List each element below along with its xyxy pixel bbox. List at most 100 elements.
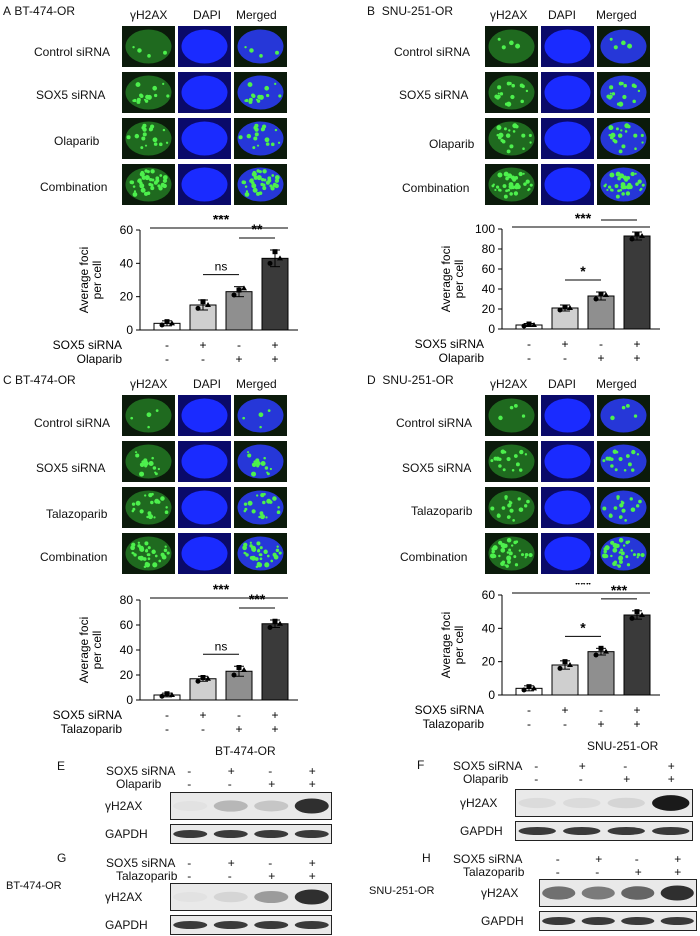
treatment-sign: + bbox=[308, 777, 316, 791]
focus-dot bbox=[523, 504, 528, 508]
focus-dot bbox=[618, 81, 623, 86]
focus-dot bbox=[256, 549, 261, 553]
merged-image bbox=[597, 26, 650, 67]
focus-dot bbox=[145, 94, 150, 100]
focus-dot bbox=[259, 557, 263, 561]
dapi-image bbox=[178, 164, 231, 205]
data-point bbox=[241, 667, 247, 672]
blot-band bbox=[254, 830, 289, 838]
focus-dot bbox=[241, 180, 246, 185]
treatment-sign: - bbox=[227, 869, 232, 883]
focus-dot bbox=[508, 548, 512, 552]
dapi-image bbox=[178, 441, 231, 482]
focus-dot bbox=[137, 48, 142, 53]
focus-dot bbox=[133, 98, 137, 103]
data-point bbox=[169, 320, 175, 326]
focus-dot bbox=[619, 559, 623, 564]
focus-dot bbox=[496, 133, 500, 137]
focus-dot bbox=[144, 144, 148, 147]
panel-letter: G bbox=[57, 851, 67, 865]
focus-dot bbox=[133, 190, 137, 193]
treatment-sign: + bbox=[271, 708, 278, 722]
nucleus bbox=[181, 29, 228, 64]
y-tick-label: 20 bbox=[482, 655, 496, 669]
focus-dot bbox=[132, 45, 135, 49]
focus-dot bbox=[139, 181, 143, 185]
data-point bbox=[639, 233, 645, 238]
focus-dot bbox=[497, 85, 502, 90]
focus-dot bbox=[140, 170, 144, 175]
bar bbox=[225, 291, 253, 331]
focus-dot bbox=[509, 40, 514, 46]
bar bbox=[587, 295, 615, 330]
y-tick-label: 100 bbox=[475, 222, 495, 236]
treatment-sign: - bbox=[563, 717, 567, 731]
nucleus bbox=[181, 536, 228, 571]
focus-dot bbox=[238, 135, 243, 140]
focus-dot bbox=[277, 506, 280, 509]
panel-letter: D bbox=[367, 373, 376, 387]
focus-dot bbox=[262, 186, 267, 191]
row-label: Control siRNA bbox=[34, 416, 111, 430]
dapi-image bbox=[541, 395, 594, 436]
row-label: Control siRNA bbox=[394, 45, 471, 59]
focus-dot bbox=[625, 541, 629, 544]
focus-dot bbox=[140, 463, 143, 467]
merged-image bbox=[234, 487, 287, 528]
focus-dot bbox=[134, 451, 138, 454]
blot-band bbox=[542, 917, 576, 925]
focus-dot bbox=[144, 541, 149, 546]
blot-frame bbox=[539, 911, 697, 931]
focus-dot bbox=[610, 415, 615, 421]
treatment-sign: + bbox=[268, 869, 276, 883]
focus-dot bbox=[625, 191, 631, 196]
treatment-sign: - bbox=[527, 717, 531, 731]
treatment-sign: - bbox=[555, 865, 560, 879]
nucleus bbox=[125, 75, 172, 110]
treatment-sign: - bbox=[165, 722, 169, 736]
significance-label: ** bbox=[252, 221, 263, 237]
focus-dot bbox=[622, 94, 627, 100]
treatment-label: Talazoparib bbox=[463, 865, 525, 879]
merged-image bbox=[234, 441, 287, 482]
focus-dot bbox=[503, 194, 508, 199]
treatment-sign: - bbox=[534, 772, 539, 786]
focus-dot bbox=[506, 551, 510, 554]
channel-label: Merged bbox=[236, 377, 277, 391]
data-point bbox=[200, 299, 206, 305]
treatment-sign: - bbox=[527, 337, 531, 351]
nucleus bbox=[125, 444, 172, 479]
focus-dot bbox=[143, 458, 148, 463]
focus-dot bbox=[496, 125, 502, 131]
row-label: Talazoparib bbox=[46, 507, 108, 521]
focus-dot bbox=[618, 456, 623, 462]
focus-dot bbox=[259, 54, 263, 58]
focus-dot bbox=[514, 563, 519, 567]
channel-label: DAPI bbox=[193, 8, 222, 22]
significance-label: *** bbox=[213, 215, 230, 227]
blot-frame bbox=[170, 824, 332, 844]
data-point bbox=[562, 304, 568, 310]
treatment-sign: - bbox=[268, 764, 273, 778]
blot-band bbox=[518, 797, 556, 809]
focus-dot bbox=[611, 189, 614, 192]
focus-dot bbox=[137, 541, 140, 544]
data-point bbox=[521, 323, 527, 329]
cell-line-label: BT-474-OR bbox=[15, 373, 76, 387]
treatment-label: Olaparib bbox=[77, 352, 123, 365]
data-point bbox=[267, 625, 273, 630]
focus-dot bbox=[245, 98, 249, 103]
nucleus bbox=[488, 29, 535, 64]
focus-dot bbox=[132, 185, 136, 188]
gapdh-blot-strip bbox=[515, 821, 693, 841]
focus-dot bbox=[524, 556, 527, 559]
focus-dot bbox=[527, 188, 530, 192]
focus-dot bbox=[144, 464, 148, 468]
focus-dot bbox=[246, 451, 250, 454]
focus-dot bbox=[129, 180, 134, 185]
focus-dot bbox=[140, 187, 146, 193]
focus-dot bbox=[621, 40, 626, 46]
focus-dot bbox=[259, 513, 266, 520]
focus-dot bbox=[621, 405, 626, 410]
